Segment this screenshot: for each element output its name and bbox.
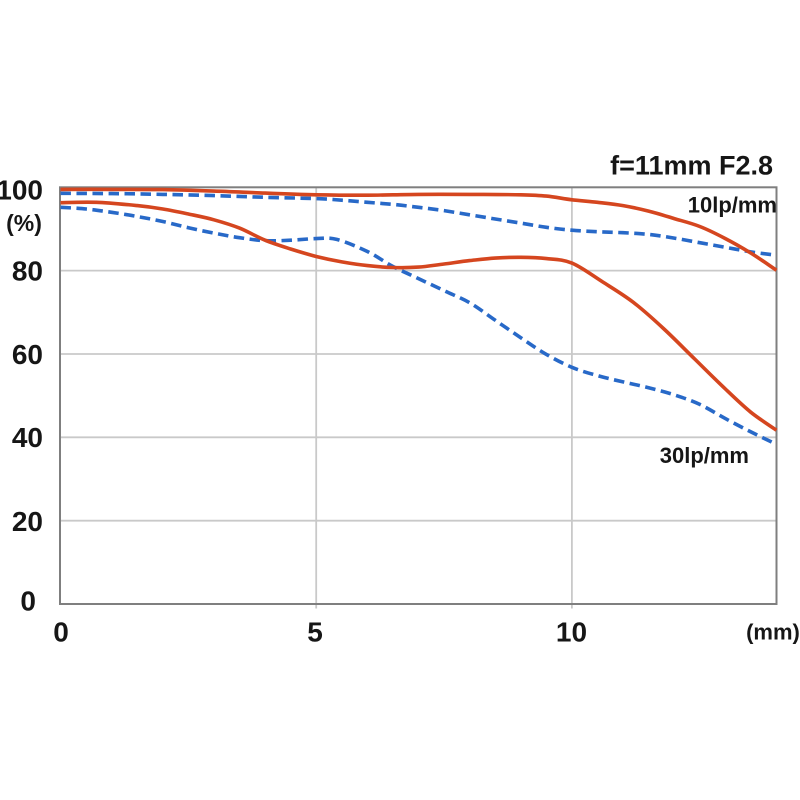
svg-text:0: 0 <box>53 617 69 648</box>
svg-text:40: 40 <box>12 422 43 453</box>
svg-text:80: 80 <box>12 256 43 287</box>
svg-text:30lp/mm: 30lp/mm <box>660 443 749 468</box>
svg-text:(%): (%) <box>6 210 42 236</box>
svg-text:5: 5 <box>307 617 323 648</box>
svg-text:10lp/mm: 10lp/mm <box>688 193 777 218</box>
svg-text:60: 60 <box>12 339 43 370</box>
svg-text:10: 10 <box>556 617 587 648</box>
svg-text:20: 20 <box>12 506 43 537</box>
svg-text:(mm): (mm) <box>746 620 800 645</box>
svg-text:0: 0 <box>20 585 36 616</box>
svg-text:f=11mm F2.8: f=11mm F2.8 <box>610 151 773 181</box>
svg-text:100: 100 <box>0 175 43 206</box>
